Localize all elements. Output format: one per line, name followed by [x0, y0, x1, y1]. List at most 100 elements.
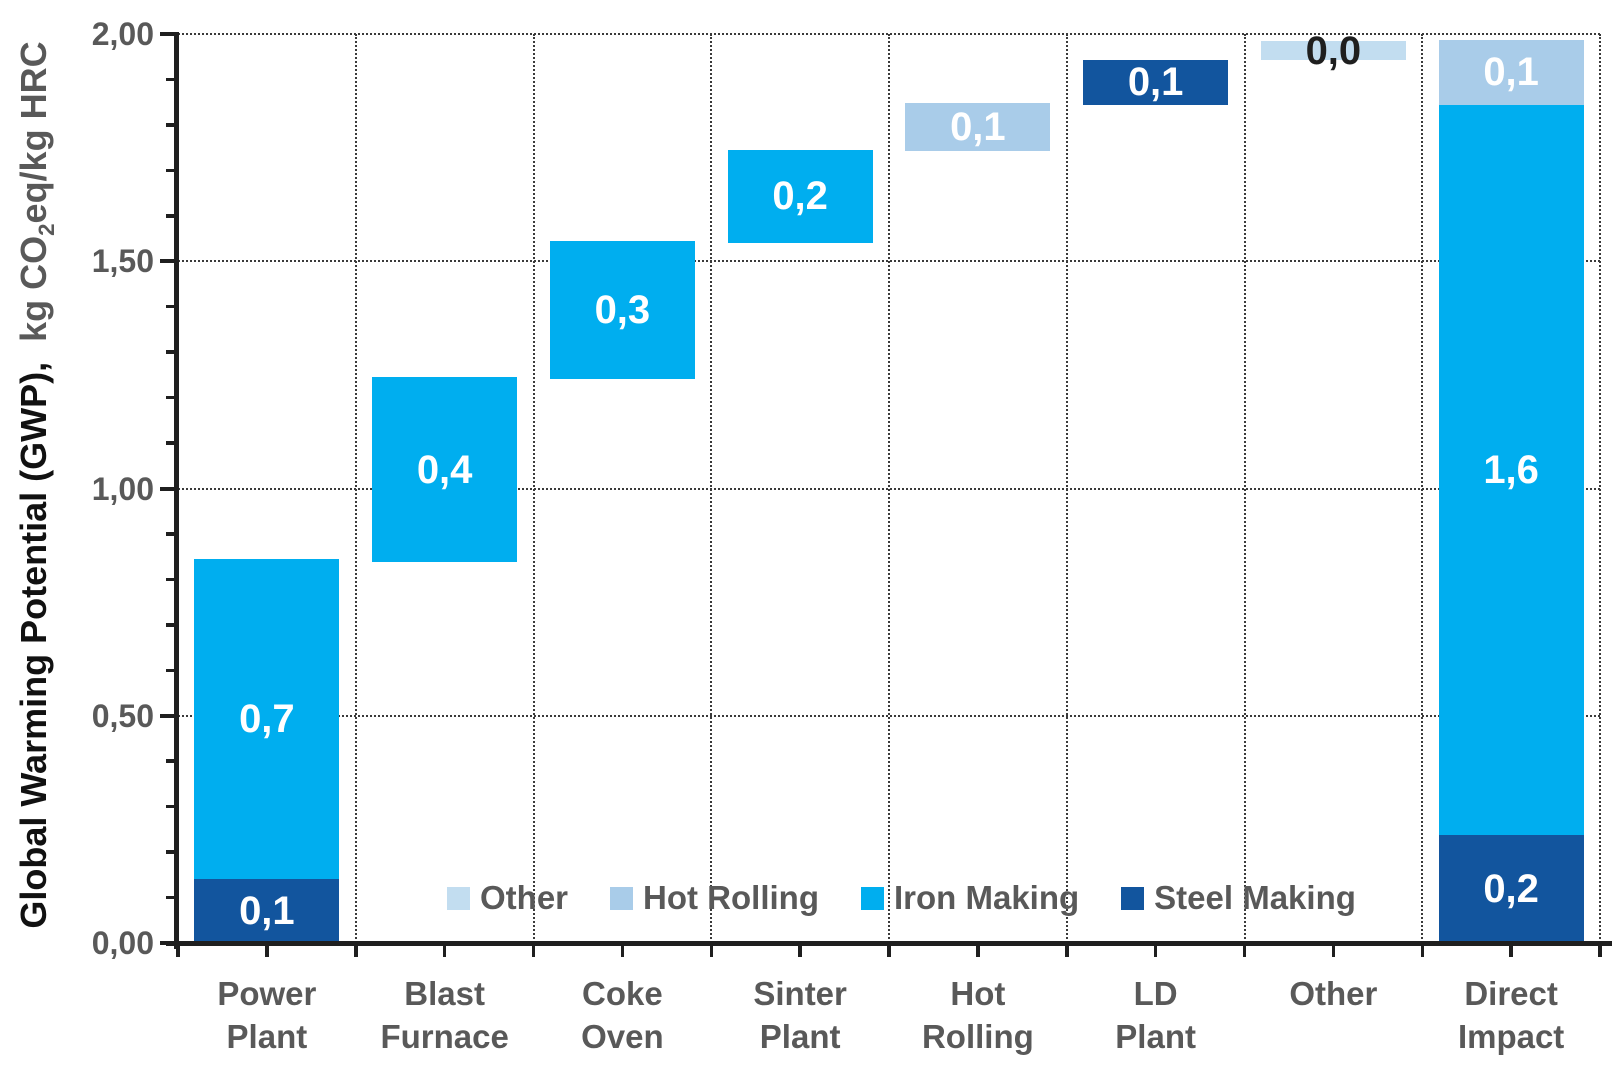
y-minor-tick [166, 395, 178, 400]
x-category-label-sinter-plant: Sinter Plant [690, 972, 910, 1058]
y-minor-tick [166, 623, 178, 627]
y-minor-tick [166, 304, 178, 309]
y-axis-title-unit: kg CO2eq/kg HRC [13, 41, 60, 342]
bar-segment-power-plant: 0,7 [194, 558, 340, 880]
x-axis-line [166, 941, 1612, 946]
legend-label: Hot Rolling [643, 879, 819, 916]
x-tick [176, 943, 180, 957]
v-gridline [1421, 34, 1424, 943]
bar-segment-label: 0,2 [1483, 866, 1539, 911]
x-tick [354, 943, 358, 957]
bar-segment-label: 0,1 [950, 104, 1006, 149]
y-axis-title-main: Global Warming Potential (GWP), [13, 361, 54, 929]
y-minor-tick [166, 350, 178, 354]
legend-label: Other [480, 879, 569, 916]
y-minor-tick [166, 804, 178, 809]
legend-swatch-icon [860, 886, 884, 910]
x-category-label-line: Hot [950, 975, 1006, 1012]
y-minor-tick [166, 214, 178, 218]
y-minor-tick [166, 532, 178, 536]
legend-swatch-icon [447, 886, 470, 910]
x-tick [1153, 943, 1158, 957]
bar-segment-label: 0,7 [239, 697, 295, 742]
legend-swatch-icon [1121, 886, 1145, 910]
x-category-label-line: Blast [404, 975, 485, 1012]
x-tick [798, 943, 802, 957]
x-tick [1065, 943, 1069, 957]
x-category-label-ld-plant: LD Plant [1046, 972, 1266, 1058]
bar-segment-label: 0,1 [239, 889, 295, 934]
x-category-label-line: Plant [759, 1018, 841, 1055]
x-tick [442, 943, 447, 957]
y-minor-tick [166, 577, 178, 582]
y-minor-tick [166, 77, 178, 82]
bar-segment-ld-plant: 0,1 [1083, 59, 1229, 105]
bar-segment-label: 0,3 [594, 288, 651, 333]
x-tick [1598, 943, 1602, 957]
x-tick [1420, 943, 1424, 957]
bar-segment-direct-impact: 0,1 [1438, 39, 1584, 105]
legend-swatch-icon [610, 886, 634, 910]
x-tick [1509, 943, 1513, 957]
legend-item-steel-making: Steel Making [1121, 879, 1356, 917]
y-tick-label: 0,00 [91, 925, 154, 961]
y-minor-tick [166, 850, 178, 854]
legend-item-other: Other [447, 879, 568, 917]
x-category-label-line: Plant [1115, 1018, 1196, 1055]
y-tick [160, 259, 178, 264]
x-category-label-line: Furnace [380, 1018, 509, 1055]
v-gridline [1065, 34, 1068, 943]
y-minor-tick [166, 441, 178, 445]
v-gridline [710, 34, 713, 943]
x-category-label-line: Direct [1464, 975, 1558, 1012]
x-tick [531, 943, 536, 957]
legend-label: Iron Making [893, 879, 1080, 916]
bar-segment-direct-impact: 1,6 [1438, 104, 1584, 835]
v-gridline [888, 34, 890, 943]
x-tick [1242, 943, 1247, 957]
x-category-label-line: Oven [581, 1018, 664, 1055]
y-tick [160, 713, 178, 718]
x-tick [265, 943, 269, 957]
y-minor-tick [166, 895, 178, 900]
y-minor-tick [166, 123, 178, 127]
x-tick [620, 943, 625, 957]
x-category-label-line: LD [1133, 975, 1178, 1012]
bar-segment-blast-furnace: 0,4 [372, 377, 518, 563]
bar-segment-coke-oven: 0,3 [549, 240, 695, 380]
bar-segment-label: 0,1 [1127, 60, 1184, 105]
bar-segment-sinter-plant: 0,2 [727, 149, 873, 244]
y-minor-tick [166, 759, 178, 763]
v-gridline [532, 34, 535, 943]
y-tick-label: 0,50 [91, 697, 154, 734]
bar-segment-hot-rolling: 0,1 [905, 103, 1051, 151]
bar-segment-label: 0,4 [416, 447, 473, 492]
x-tick [976, 943, 980, 957]
bar-segment-label: 0,2 [772, 174, 828, 219]
bar-segment-label: 0,0 [1305, 28, 1362, 73]
y-tick [160, 32, 178, 36]
x-category-label-line: Rolling [921, 1018, 1034, 1055]
v-gridline [1243, 34, 1246, 943]
x-category-label-line: Coke [582, 975, 663, 1012]
bar-segment-label: 1,6 [1483, 447, 1539, 492]
legend-item-hot-rolling: Hot Rolling [610, 879, 819, 917]
x-tick [1331, 943, 1336, 957]
legend-item-iron-making: Iron Making [860, 879, 1080, 917]
y-tick-label: 1,00 [91, 470, 154, 507]
legend: Other Hot Rolling Iron Making Steel Making [447, 879, 1356, 917]
x-category-label-line: Power [217, 975, 317, 1012]
y-tick [160, 486, 178, 491]
v-gridline [1599, 34, 1601, 943]
y-minor-tick [166, 668, 178, 673]
x-tick [709, 943, 713, 957]
y-tick-label: 2,00 [91, 16, 154, 52]
x-category-label-hot-rolling: Hot Rolling [868, 972, 1088, 1058]
bar-segment-power-plant: 0,1 [194, 879, 340, 943]
x-tick [887, 943, 891, 957]
bar-segment-other: 0,0 [1260, 31, 1406, 71]
x-category-label-line: Other [1289, 975, 1378, 1012]
legend-label: Steel Making [1154, 879, 1356, 916]
v-gridline [354, 34, 357, 943]
